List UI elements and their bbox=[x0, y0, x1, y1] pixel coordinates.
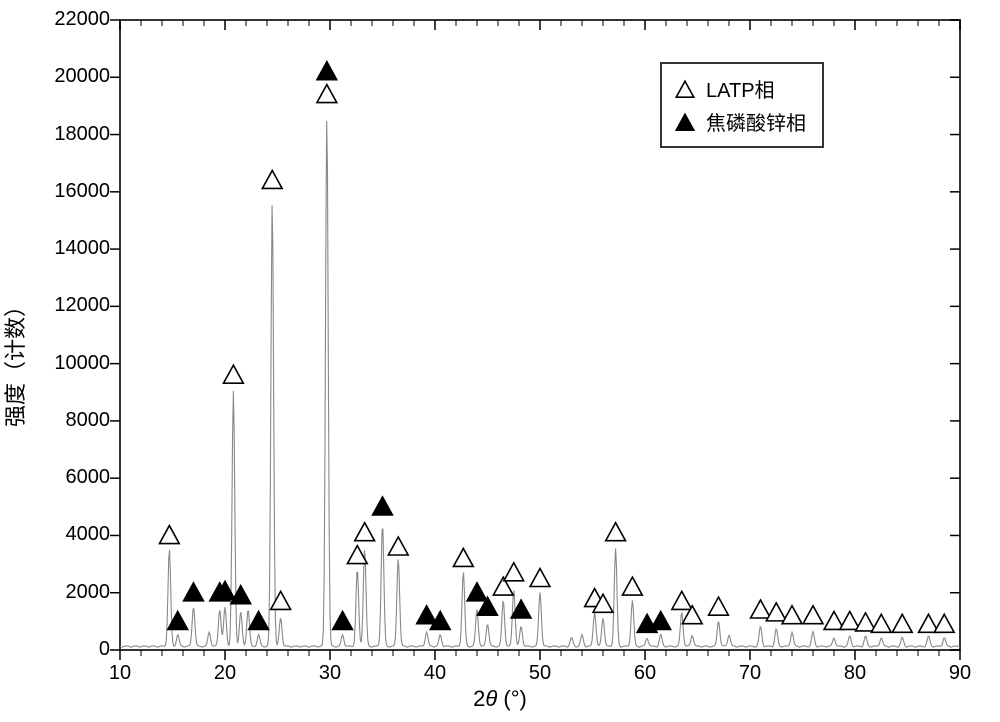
y-tick-label: 0 bbox=[40, 638, 110, 661]
x-axis-label: 2θ (°) bbox=[473, 686, 527, 712]
y-tick-label: 18000 bbox=[40, 123, 110, 146]
x-tick-label: 10 bbox=[109, 662, 131, 685]
x-tick-label: 80 bbox=[844, 662, 866, 685]
y-tick-label: 14000 bbox=[40, 237, 110, 260]
plot-svg bbox=[0, 0, 1000, 722]
x-tick-label: 20 bbox=[214, 662, 236, 685]
y-axis-label: 强度（计数） bbox=[0, 295, 30, 427]
x-tick-label: 70 bbox=[739, 662, 761, 685]
x-tick-label: 60 bbox=[634, 662, 656, 685]
y-tick-label: 16000 bbox=[40, 180, 110, 203]
x-tick-label: 40 bbox=[424, 662, 446, 685]
y-tick-label: 6000 bbox=[40, 466, 110, 489]
y-tick-label: 4000 bbox=[40, 523, 110, 546]
x-tick-label: 30 bbox=[319, 662, 341, 685]
xrd-chart: 强度（计数） 2θ (°) LATP相焦磷酸锌相 0 2000 4000 6000 80… bbox=[0, 0, 1000, 722]
x-tick-label: 50 bbox=[529, 662, 551, 685]
y-tick-label: 8000 bbox=[40, 409, 110, 432]
legend: LATP相焦磷酸锌相 bbox=[660, 62, 824, 148]
y-tick-label: 22000 bbox=[40, 8, 110, 31]
legend-item: 焦磷酸锌相 bbox=[674, 105, 806, 138]
legend-label: LATP相 bbox=[706, 74, 775, 103]
y-tick-label: 10000 bbox=[40, 352, 110, 375]
legend-label: 焦磷酸锌相 bbox=[706, 107, 806, 136]
y-tick-label: 12000 bbox=[40, 294, 110, 317]
x-tick-label: 90 bbox=[949, 662, 971, 685]
legend-item: LATP相 bbox=[674, 72, 806, 105]
triangle-marker-icon bbox=[674, 78, 696, 100]
y-tick-label: 20000 bbox=[40, 65, 110, 88]
y-tick-label: 2000 bbox=[40, 581, 110, 604]
triangle-marker-icon bbox=[674, 111, 696, 133]
